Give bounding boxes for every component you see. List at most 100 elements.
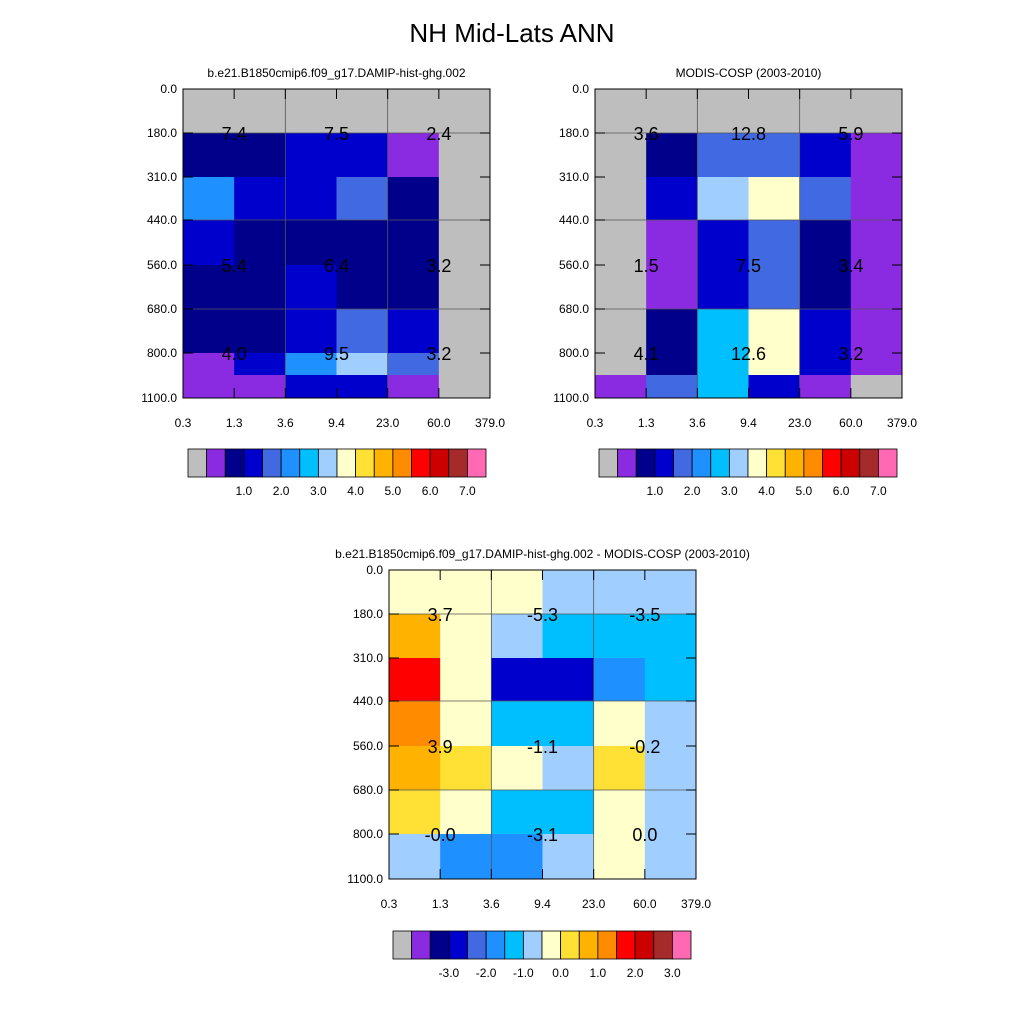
colorbar-swatch xyxy=(766,448,786,478)
data-label: 5.9 xyxy=(838,124,863,144)
colorbar-swatch xyxy=(673,448,693,478)
heatmap-cell xyxy=(336,133,389,178)
colorbar-swatch xyxy=(392,448,412,478)
heatmap-cell xyxy=(697,375,749,399)
colorbar-swatch xyxy=(784,448,805,478)
colorbar-swatch xyxy=(485,930,506,960)
data-label: 4.1 xyxy=(634,344,659,364)
x-tick-label: 379.0 xyxy=(475,416,505,430)
x-tick-label: 60.0 xyxy=(427,416,451,430)
heatmap-cell xyxy=(542,658,595,702)
colorbar-label: -1.0 xyxy=(513,966,534,980)
colorbar-swatch xyxy=(373,448,394,478)
heatmap-cell xyxy=(491,614,543,659)
y-tick-label: 1100.0 xyxy=(347,872,383,886)
colorbar-swatch xyxy=(466,448,487,478)
colorbar-swatch xyxy=(448,448,468,478)
heatmap-cell xyxy=(595,133,647,178)
heatmap-cell xyxy=(491,856,543,880)
heatmap-cell xyxy=(644,834,697,857)
heatmap-cell xyxy=(387,89,440,134)
heatmap-cell xyxy=(697,353,749,376)
heatmap-cell xyxy=(491,746,543,791)
heatmap-cell xyxy=(542,570,595,615)
heatmap-cell xyxy=(697,309,749,354)
y-tick-label: 680.0 xyxy=(147,302,177,316)
heatmap-cell xyxy=(389,570,441,615)
heatmap-cell xyxy=(799,133,852,178)
heatmap-cell xyxy=(593,790,646,835)
colorbar-label: 1.0 xyxy=(590,966,607,980)
heatmap-cell xyxy=(644,746,697,791)
heatmap-cell xyxy=(183,265,235,310)
heatmap-cell xyxy=(850,375,903,399)
y-tick-label: 560.0 xyxy=(147,258,177,272)
heatmap-cell xyxy=(644,614,697,659)
heatmap-cell xyxy=(646,375,698,399)
colorbar-swatch xyxy=(262,448,282,478)
x-tick-label: 9.4 xyxy=(328,416,345,430)
heatmap-cell xyxy=(542,701,595,747)
heatmap-cell xyxy=(336,177,389,221)
heatmap-cell xyxy=(440,856,492,880)
heatmap-cell xyxy=(644,701,697,747)
heatmap-cell xyxy=(336,265,389,310)
x-tick-label: 3.6 xyxy=(277,416,294,430)
colorbar-label: 1.0 xyxy=(647,484,664,498)
heatmap-cell xyxy=(850,353,903,376)
colorbar-swatch xyxy=(355,448,375,478)
y-tick-label: 0.0 xyxy=(160,82,177,96)
heatmap-cell xyxy=(799,309,852,354)
heatmap-cell xyxy=(748,89,801,134)
heatmap-cell xyxy=(491,834,543,857)
heatmap-cell xyxy=(440,790,492,835)
data-label: 0.0 xyxy=(632,825,657,845)
heatmap-cell xyxy=(850,133,903,178)
heatmap-cell xyxy=(336,89,389,134)
heatmap-cell xyxy=(234,265,286,310)
y-tick-label: 560.0 xyxy=(559,258,589,272)
x-tick-label: 23.0 xyxy=(788,416,812,430)
heatmap-cell xyxy=(850,89,903,134)
heatmap-cell xyxy=(595,309,647,354)
panel-title: b.e21.B1850cmip6.f09_g17.DAMIP-hist-ghg.… xyxy=(207,66,465,80)
colorbar-swatch xyxy=(522,930,543,960)
y-tick-label: 180.0 xyxy=(147,126,177,140)
data-label: 3.4 xyxy=(838,256,863,276)
heatmap-cell xyxy=(183,309,235,354)
colorbar-swatch xyxy=(541,930,562,960)
heatmap-cell xyxy=(387,177,440,221)
heatmap-cell xyxy=(285,309,337,354)
heatmap-cell xyxy=(234,220,286,266)
colorbar-swatch xyxy=(336,448,357,478)
heatmap-cell xyxy=(183,375,235,399)
colorbar-label: 4.0 xyxy=(758,484,775,498)
data-label: 6.4 xyxy=(324,256,349,276)
heatmap-cell xyxy=(183,133,235,178)
colorbar-swatch xyxy=(691,448,712,478)
heatmap-cell xyxy=(644,856,697,880)
colorbar-swatch xyxy=(243,448,263,478)
colorbar-swatch xyxy=(597,930,617,960)
heatmap-cell xyxy=(595,89,647,134)
heatmap-cell xyxy=(646,309,698,354)
heatmap-cell xyxy=(748,375,801,399)
colorbar-label: 5.0 xyxy=(796,484,813,498)
colorbar-swatch xyxy=(429,930,450,960)
heatmap-cell xyxy=(440,746,492,791)
y-tick-label: 310.0 xyxy=(147,170,177,184)
colorbar-label: 2.0 xyxy=(684,484,701,498)
x-tick-label: 23.0 xyxy=(582,897,606,911)
heatmap-cell xyxy=(697,133,749,178)
heatmap-cell xyxy=(285,133,337,178)
heatmap-cell xyxy=(595,375,647,399)
colorbar-swatch xyxy=(317,448,338,478)
colorbar-swatch xyxy=(859,448,879,478)
data-label: -1.1 xyxy=(527,737,558,757)
heatmap-cell xyxy=(799,89,852,134)
colorbar-swatch xyxy=(822,448,842,478)
page-title: NH Mid-Lats ANN xyxy=(409,18,615,48)
heatmap-cell xyxy=(491,570,543,615)
heatmap-cell xyxy=(799,177,852,221)
y-tick-label: 440.0 xyxy=(147,213,177,227)
